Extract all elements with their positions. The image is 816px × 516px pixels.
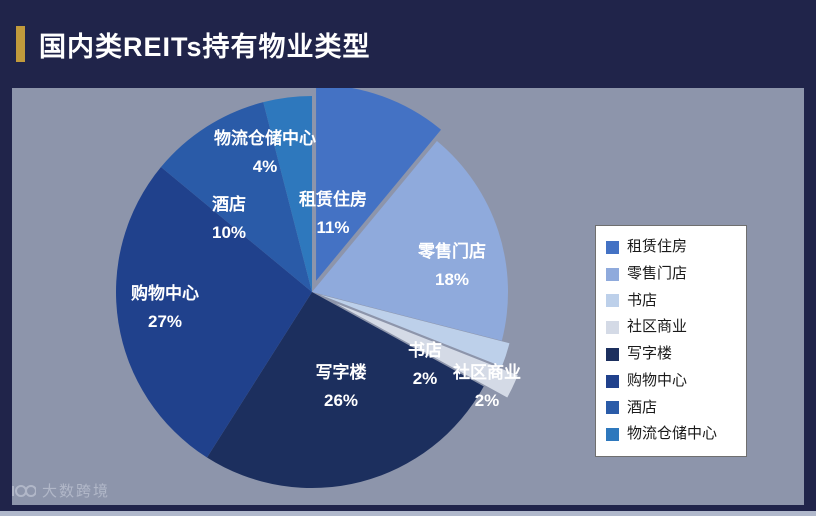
pie-slice-3	[319, 294, 510, 367]
pie-chart: 租赁住房 11% 零售门店 18% 书店 2% 社区商业 2% 写字楼 26% 购物中心 27% 酒店 1…	[115, 88, 521, 489]
watermark-logo-icon	[10, 483, 36, 499]
legend-label: 物流仓储中心	[627, 425, 718, 443]
slice-label-8: 物流仓储中心 4%	[214, 128, 316, 176]
legend-label: 社区商业	[627, 318, 688, 336]
pie-slice-4	[335, 303, 518, 398]
pie-slice-6	[115, 167, 312, 458]
legend-swatch	[606, 240, 619, 254]
legend-item-1: 租赁住房	[606, 238, 736, 257]
legend-swatch	[606, 321, 619, 335]
slice-label-1: 租赁住房 11%	[299, 189, 367, 237]
legend-item-2: 零售门店	[606, 265, 736, 284]
legend-swatch	[606, 267, 619, 281]
slice-label-6: 购物中心 27%	[131, 283, 199, 331]
legend-swatch	[606, 401, 619, 415]
legend-label: 租赁住房	[627, 238, 688, 255]
legend-item-7: 酒店	[606, 399, 736, 418]
chart-legend: 租赁住房零售门店书店社区商业写字楼购物中心酒店物流仓储中心	[595, 225, 747, 457]
legend-item-8: 物流仓储中心	[606, 425, 736, 444]
legend-item-3: 书店	[606, 292, 736, 311]
legend-label: 酒店	[627, 398, 658, 416]
legend-swatch	[606, 347, 619, 361]
pie-slice-1	[316, 88, 441, 281]
slide-header: 国内类REITs持有物业类型	[0, 0, 816, 88]
pie-slice-8	[263, 96, 312, 292]
page-title: 国内类REITs持有物业类型	[39, 31, 371, 62]
slice-label-7: 酒店 10%	[212, 194, 246, 242]
legend-label: 零售门店	[627, 264, 688, 282]
pie-slice-7	[160, 102, 312, 292]
watermark-text: 大数跨境	[42, 483, 111, 500]
pie-slice-2	[312, 140, 508, 341]
watermark: 大数跨境	[10, 480, 110, 501]
legend-swatch	[606, 294, 619, 308]
slice-label-3: 书店 2%	[408, 340, 442, 388]
legend-label: 书店	[627, 291, 658, 309]
legend-label: 购物中心	[627, 371, 688, 389]
legend-label: 写字楼	[627, 345, 673, 362]
slice-label-4: 社区商业 2%	[452, 362, 521, 410]
slice-label-2: 零售门店 18%	[417, 241, 486, 289]
legend-item-4: 社区商业	[606, 318, 736, 337]
legend-item-6: 购物中心	[606, 372, 736, 391]
slice-label-5: 写字楼 26%	[316, 362, 367, 410]
pie-slice-5	[206, 292, 484, 489]
title-accent-bar	[16, 26, 25, 62]
legend-swatch	[606, 428, 619, 442]
bottom-strip	[0, 511, 816, 516]
chart-panel: 租赁住房 11% 零售门店 18% 书店 2% 社区商业 2% 写字楼 26% 购物中心 27% 酒店 1…	[12, 88, 804, 505]
legend-item-5: 写字楼	[606, 345, 736, 364]
legend-swatch	[606, 374, 619, 388]
